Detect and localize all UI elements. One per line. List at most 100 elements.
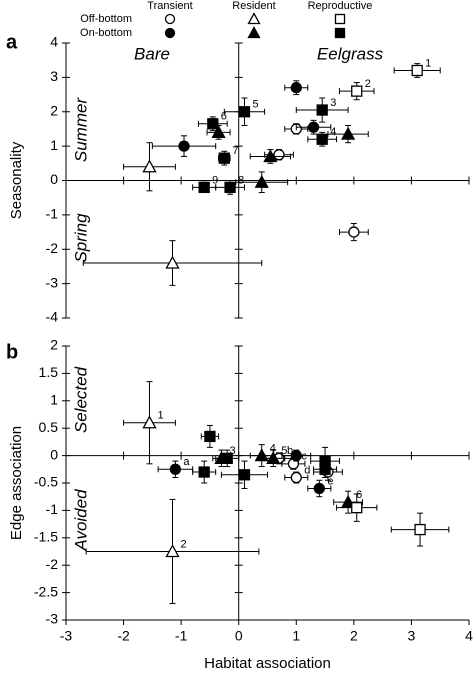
point-label: 3	[229, 445, 235, 457]
y-tick-label: -1	[46, 206, 59, 222]
point	[211, 125, 226, 139]
point	[198, 466, 210, 478]
legend-column: Resident	[232, 0, 275, 12]
panel-letter: a	[6, 31, 18, 53]
point	[290, 471, 302, 484]
y-tick-label: -1	[46, 501, 59, 517]
point	[316, 104, 328, 116]
point-label: 8	[238, 174, 244, 186]
point-label: 5	[281, 445, 287, 457]
y-tick-label: -2	[46, 240, 59, 256]
x-tick-label: 3	[408, 628, 416, 644]
y-tick-label: -1.5	[34, 529, 58, 545]
legend-marker	[247, 26, 261, 39]
panel-letter: b	[6, 341, 18, 363]
y-tick-label: 2	[50, 337, 58, 353]
point-label: c	[301, 451, 307, 463]
point-label: 7	[232, 145, 238, 157]
point-label: 1	[157, 410, 163, 422]
point	[198, 181, 210, 194]
point	[224, 181, 236, 194]
point	[165, 544, 180, 558]
point	[266, 450, 281, 464]
point	[307, 121, 320, 133]
point	[351, 502, 363, 514]
point	[254, 174, 269, 188]
point-label: 6	[221, 111, 227, 123]
x-tick-label: 0	[235, 628, 243, 644]
y-tick-label: 4	[50, 34, 58, 50]
y-tick-label: 1	[50, 137, 58, 153]
y-tick-label: -0.5	[34, 474, 58, 490]
point	[238, 106, 251, 118]
y-tick-label: -4	[46, 309, 59, 325]
point-label: 1	[425, 57, 431, 69]
y-axis-label: Edge association	[8, 426, 25, 540]
annotation: Eelgrass	[317, 44, 384, 63]
point	[414, 523, 426, 536]
legend-row: On-bottom	[80, 27, 132, 39]
y-tick-label: 0	[50, 171, 58, 187]
y-tick-label: 3	[50, 68, 58, 84]
point	[238, 469, 251, 481]
point-label: 4	[330, 126, 336, 138]
point	[348, 226, 360, 238]
point	[178, 140, 190, 152]
legend-row: Off-bottom	[80, 13, 132, 25]
y-tick-label: 1	[50, 392, 58, 408]
y-tick-label: -2.5	[34, 583, 58, 599]
legend-marker	[247, 12, 261, 25]
legend-column: Transient	[147, 0, 192, 12]
annotation: Bare	[134, 44, 170, 63]
x-tick-label: -1	[175, 628, 188, 644]
point	[142, 159, 157, 173]
y-tick-label: -3	[46, 611, 59, 627]
legend-marker	[334, 27, 346, 39]
point	[290, 449, 302, 462]
point	[341, 126, 356, 140]
y-tick-label: 1.5	[39, 364, 59, 380]
point	[319, 463, 331, 475]
point	[218, 152, 230, 164]
point	[351, 85, 363, 97]
point	[313, 482, 325, 495]
point-label: 3	[330, 97, 336, 109]
point-label: 6	[356, 489, 362, 501]
x-tick-label: -2	[117, 628, 130, 644]
point-label: 4	[270, 443, 276, 455]
annotation: Spring	[71, 213, 90, 263]
y-tick-label: 0.5	[39, 419, 59, 435]
point	[165, 255, 180, 269]
legend-marker	[164, 27, 176, 39]
point-label: 2	[365, 78, 371, 90]
point	[290, 82, 302, 94]
point-label: b	[287, 445, 293, 457]
y-axis-label: Seasonality	[8, 141, 25, 219]
y-tick-label: -3	[46, 274, 59, 290]
y-tick-label: -2	[46, 556, 59, 572]
point-label: e	[327, 475, 333, 487]
x-tick-label: -3	[60, 628, 73, 644]
point-label: 5	[252, 99, 258, 111]
point-label: 9	[212, 174, 218, 186]
legend-column: Reproductive	[308, 0, 373, 12]
point-label: d	[304, 464, 310, 476]
point	[169, 463, 182, 475]
annotation: Avoided	[71, 489, 90, 552]
point	[263, 149, 278, 163]
point-label: 2	[181, 538, 187, 550]
x-tick-label: 4	[465, 628, 473, 644]
point	[204, 430, 216, 443]
x-tick-label: 1	[292, 628, 300, 644]
x-tick-label: 2	[350, 628, 358, 644]
annotation: Summer	[71, 97, 90, 163]
x-axis-label: Habitat association	[204, 655, 331, 672]
point	[221, 452, 233, 464]
point	[411, 64, 423, 77]
point	[207, 118, 219, 130]
point	[142, 415, 157, 429]
point	[273, 149, 285, 161]
legend-marker	[334, 13, 346, 25]
annotation: Selected	[71, 366, 90, 433]
